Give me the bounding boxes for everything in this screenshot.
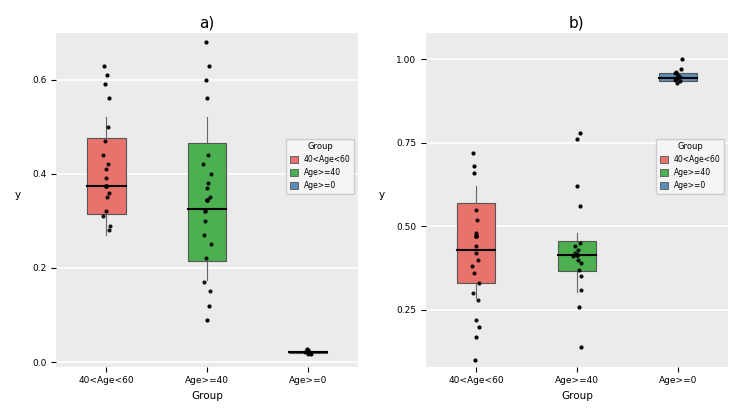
Y-axis label: y: y [15,190,21,200]
Bar [457,203,496,283]
Bar [558,241,596,272]
X-axis label: Group: Group [191,391,223,401]
Bar [87,139,126,214]
Legend: 40<Age<60, Age>=40, Age>=0: 40<Age<60, Age>=40, Age>=0 [656,139,724,194]
Y-axis label: y: y [379,190,385,200]
Bar [289,351,327,353]
X-axis label: Group: Group [561,391,593,401]
Title: a): a) [200,15,215,30]
Bar [658,73,697,81]
Bar [188,143,227,261]
Title: b): b) [569,15,585,30]
Legend: 40<Age<60, Age>=40, Age>=0: 40<Age<60, Age>=40, Age>=0 [286,139,354,194]
